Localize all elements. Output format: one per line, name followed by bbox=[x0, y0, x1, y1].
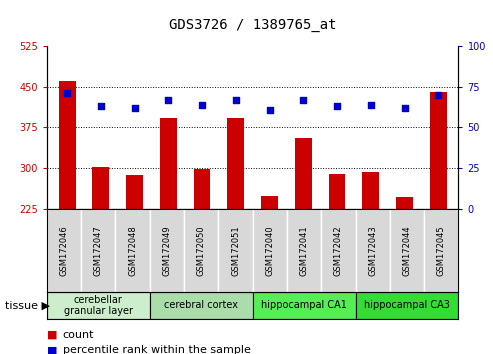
Text: GSM172044: GSM172044 bbox=[402, 225, 412, 276]
Bar bbox=[81, 209, 115, 292]
Text: percentile rank within the sample: percentile rank within the sample bbox=[63, 346, 250, 354]
Bar bbox=[252, 209, 287, 292]
Text: ■: ■ bbox=[47, 330, 57, 339]
Text: GSM172040: GSM172040 bbox=[265, 225, 274, 276]
Bar bbox=[328, 174, 346, 209]
Text: GSM172042: GSM172042 bbox=[334, 225, 343, 276]
Bar bbox=[362, 172, 379, 209]
Bar bbox=[287, 209, 321, 292]
Bar bbox=[321, 209, 355, 292]
Text: count: count bbox=[63, 330, 94, 339]
Bar bbox=[227, 118, 244, 209]
Text: GSM172041: GSM172041 bbox=[300, 225, 309, 276]
Text: GSM172051: GSM172051 bbox=[231, 225, 240, 276]
Bar bbox=[430, 92, 447, 209]
Point bbox=[400, 105, 408, 111]
Text: GSM172049: GSM172049 bbox=[162, 225, 172, 276]
Bar bbox=[184, 209, 218, 292]
Point bbox=[232, 97, 240, 103]
Bar bbox=[59, 81, 75, 209]
Bar bbox=[390, 209, 424, 292]
Point bbox=[299, 97, 307, 103]
Text: cerebral cortex: cerebral cortex bbox=[164, 300, 238, 310]
Bar bbox=[47, 292, 150, 319]
Bar bbox=[126, 175, 143, 209]
Point bbox=[434, 92, 442, 98]
Text: GSM172043: GSM172043 bbox=[368, 225, 377, 276]
Point bbox=[97, 103, 105, 109]
Text: GSM172045: GSM172045 bbox=[437, 225, 446, 276]
Point bbox=[266, 107, 274, 112]
Point bbox=[63, 90, 71, 96]
Bar bbox=[261, 196, 278, 209]
Text: cerebellar
granular layer: cerebellar granular layer bbox=[64, 295, 133, 316]
Text: GSM172047: GSM172047 bbox=[94, 225, 103, 276]
Point bbox=[164, 97, 172, 103]
Text: GSM172048: GSM172048 bbox=[128, 225, 137, 276]
Bar bbox=[355, 209, 390, 292]
Point bbox=[198, 102, 206, 108]
Bar bbox=[218, 209, 253, 292]
Bar bbox=[150, 292, 252, 319]
Bar bbox=[47, 209, 81, 292]
Bar bbox=[115, 209, 150, 292]
Bar bbox=[355, 292, 458, 319]
Bar bbox=[252, 292, 355, 319]
Text: tissue ▶: tissue ▶ bbox=[5, 300, 50, 310]
Bar bbox=[295, 138, 312, 209]
Bar bbox=[160, 118, 177, 209]
Text: ■: ■ bbox=[47, 346, 57, 354]
Text: GDS3726 / 1389765_at: GDS3726 / 1389765_at bbox=[169, 18, 336, 32]
Text: GSM172050: GSM172050 bbox=[197, 225, 206, 276]
Text: hippocampal CA3: hippocampal CA3 bbox=[364, 300, 450, 310]
Text: hippocampal CA1: hippocampal CA1 bbox=[261, 300, 347, 310]
Bar bbox=[92, 167, 109, 209]
Point bbox=[367, 102, 375, 108]
Bar bbox=[150, 209, 184, 292]
Bar bbox=[194, 169, 211, 209]
Text: GSM172046: GSM172046 bbox=[60, 225, 69, 276]
Point bbox=[333, 103, 341, 109]
Bar bbox=[396, 197, 413, 209]
Bar bbox=[424, 209, 458, 292]
Point bbox=[131, 105, 139, 111]
